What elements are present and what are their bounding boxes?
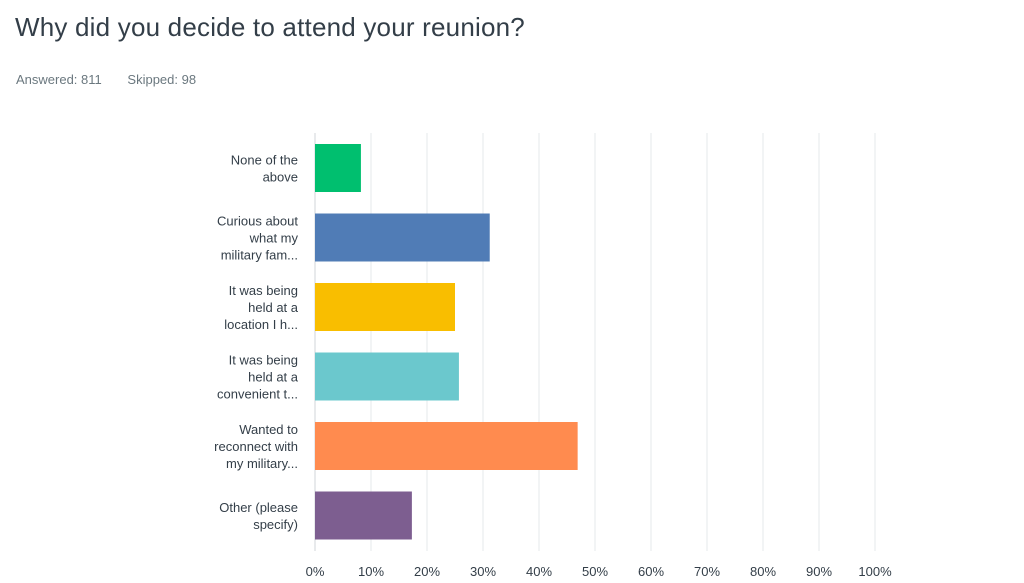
response-stats: Answered: 811 Skipped: 98 [16, 72, 196, 87]
x-tick-label: 40% [526, 564, 552, 579]
bar[interactable] [315, 213, 490, 262]
x-tick-label: 70% [694, 564, 720, 579]
category-label: It was being held at a convenient t... [217, 352, 299, 401]
x-tick-label: 50% [582, 564, 608, 579]
category-label: Other (please specify) [219, 500, 298, 532]
category-label: None of the above [231, 152, 298, 184]
answered-count: 811 [81, 72, 102, 87]
category-label: Curious about what my military fam... [217, 213, 298, 262]
x-tick-label: 0% [306, 564, 325, 579]
x-tick-label: 20% [414, 564, 440, 579]
bar[interactable] [315, 352, 459, 401]
bar[interactable] [315, 283, 455, 331]
category-label: Wanted to reconnect with my military... [214, 422, 298, 471]
x-tick-label: 60% [638, 564, 664, 579]
x-tick-label: 30% [470, 564, 496, 579]
bar[interactable] [315, 144, 361, 192]
x-tick-label: 80% [750, 564, 776, 579]
bar[interactable] [315, 491, 412, 540]
x-tick-label: 100% [858, 564, 892, 579]
answered-label: Answered: [16, 72, 78, 87]
question-title: Why did you decide to attend your reunio… [15, 12, 525, 42]
bar[interactable] [315, 422, 578, 470]
x-tick-label: 10% [358, 564, 384, 579]
category-label: It was being held at a location I h... [224, 283, 298, 332]
skipped-count: 98 [181, 72, 197, 87]
skipped-label: Skipped: [127, 72, 178, 87]
x-tick-label: 90% [806, 564, 832, 579]
